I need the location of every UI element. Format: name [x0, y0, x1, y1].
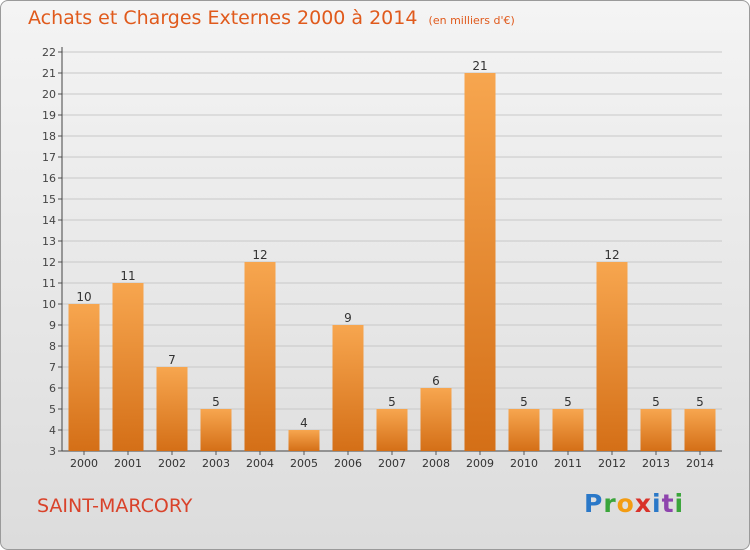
y-tick-label: 12: [42, 256, 56, 269]
bar: [200, 409, 232, 451]
logo-letter: i: [674, 489, 685, 518]
data-label: 11: [120, 269, 135, 283]
bar: [288, 430, 320, 451]
y-tick-label: 15: [42, 193, 56, 206]
data-label: 12: [252, 248, 267, 262]
y-tick-label: 3: [49, 445, 56, 458]
bar: [68, 304, 100, 451]
x-tick-label: 2006: [334, 457, 362, 470]
x-tick-label: 2009: [466, 457, 494, 470]
y-tick-label: 19: [42, 109, 56, 122]
data-label: 10: [76, 290, 91, 304]
x-tick-label: 2010: [510, 457, 538, 470]
y-tick-label: 10: [42, 298, 56, 311]
y-tick-label: 5: [49, 403, 56, 416]
logo-letter: i: [652, 489, 662, 518]
bar: [684, 409, 716, 451]
bars: [68, 73, 716, 451]
y-tick-label: 8: [49, 340, 56, 353]
proxiti-logo[interactable]: Proxiti: [584, 489, 684, 518]
x-tick-label: 2004: [246, 457, 274, 470]
data-label: 5: [696, 395, 704, 409]
bar: [508, 409, 540, 451]
data-label: 5: [212, 395, 220, 409]
data-labels: 10 11 7 5 12 4 9 5 6 21 5 5 12 5 5: [76, 59, 703, 430]
x-tick-label: 2007: [378, 457, 406, 470]
data-label: 5: [652, 395, 660, 409]
y-tick-label: 11: [42, 277, 56, 290]
logo-letter: t: [661, 489, 675, 518]
y-tick-label: 20: [42, 88, 56, 101]
data-label: 9: [344, 311, 352, 325]
bar: [552, 409, 584, 451]
y-tick-label: 16: [42, 172, 56, 185]
data-label: 5: [520, 395, 528, 409]
x-tick-label: 2011: [554, 457, 582, 470]
x-tick-label: 2001: [114, 457, 142, 470]
x-tick-label: 2012: [598, 457, 626, 470]
data-label: 12: [604, 248, 619, 262]
x-tick-label: 2008: [422, 457, 450, 470]
axes: 3 4 5 6 7 8 9 10 11 12 13 14 15 16 17 18 19 20 21 22 2000 200…: [42, 46, 722, 470]
y-tick-label: 21: [42, 67, 56, 80]
data-label: 21: [472, 59, 487, 73]
x-tick-label: 2000: [70, 457, 98, 470]
y-tick-label: 13: [42, 235, 56, 248]
bar: [640, 409, 672, 451]
bar: [244, 262, 276, 451]
chart-title-block: Achats et Charges Externes 2000 à 2014 (…: [28, 7, 515, 29]
bar: [156, 367, 188, 451]
y-tick-label: 4: [49, 424, 56, 437]
data-label: 5: [564, 395, 572, 409]
x-tick-label: 2003: [202, 457, 230, 470]
logo-letter: P: [584, 489, 604, 518]
y-tick-label: 14: [42, 214, 56, 227]
chart-title: Achats et Charges Externes 2000 à 2014: [28, 7, 418, 29]
y-tick-label: 22: [42, 46, 56, 59]
chart-unit: (en milliers d'€): [428, 14, 515, 27]
bar: [596, 262, 628, 451]
bar: [420, 388, 452, 451]
x-tick-label: 2013: [642, 457, 670, 470]
bar: [332, 325, 364, 451]
logo-letter: r: [603, 489, 617, 518]
data-label: 7: [168, 353, 176, 367]
data-label: 4: [300, 416, 308, 430]
y-tick-label: 18: [42, 130, 56, 143]
logo-letter: o: [616, 489, 635, 518]
bar: [112, 283, 144, 451]
x-tick-label: 2014: [686, 457, 714, 470]
y-tick-label: 7: [49, 361, 56, 374]
x-tick-label: 2005: [290, 457, 318, 470]
y-tick-label: 6: [49, 382, 56, 395]
bar: [464, 73, 496, 451]
y-tick-label: 9: [49, 319, 56, 332]
logo-letter: x: [634, 489, 652, 518]
commune-name: SAINT-MARCORY: [37, 495, 193, 517]
data-label: 5: [388, 395, 396, 409]
x-tick-label: 2002: [158, 457, 186, 470]
y-tick-label: 17: [42, 151, 56, 164]
bar: [376, 409, 408, 451]
data-label: 6: [432, 374, 440, 388]
